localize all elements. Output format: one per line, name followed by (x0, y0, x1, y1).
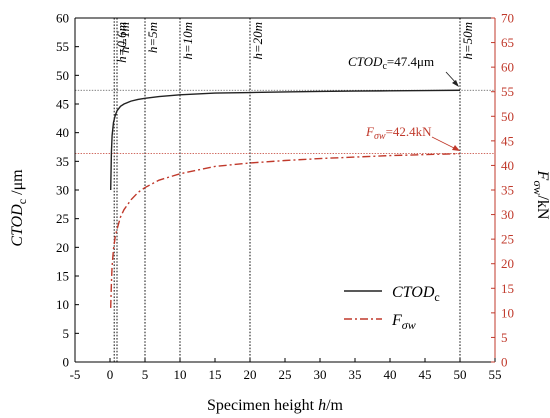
x-tick-label: 5 (142, 367, 149, 382)
vertical-marker-label: h=0.6m (114, 22, 129, 63)
series-ctod-line (110, 89, 461, 191)
y-right-axis-title: Fσw/kN (531, 170, 550, 220)
y-left-tick-label: 30 (56, 183, 69, 198)
x-tick-label: 20 (244, 367, 257, 382)
y-left-tick-label: 5 (63, 326, 70, 341)
y-right-axis-title-unit: /kN (534, 195, 550, 219)
legend-label-ctod-sub: c (434, 290, 439, 304)
x-tick-label: 15 (209, 367, 222, 382)
annotation-force-text: Fσw=42.4kN (365, 124, 432, 142)
axes: -5 0 5 10 15 20 25 30 35 40 45 50 550510152025303540… (56, 11, 514, 383)
y-left-tick-label: 20 (56, 240, 69, 255)
y-right-tick-label: 45 (501, 133, 514, 148)
x-tick-label: -5 (70, 367, 81, 382)
y-right-tick-label: 20 (501, 256, 514, 271)
annotation-force-sub: σw (374, 131, 386, 142)
y-right-tick-label: 65 (501, 35, 514, 50)
annotation-force-value: =42.4kN (386, 124, 433, 139)
x-tick-label: 0 (107, 367, 114, 382)
y-left-tick-label: 10 (56, 297, 69, 312)
vertical-marker-label: h=5m (145, 22, 160, 53)
legend-label-force-var: F (391, 312, 402, 329)
y-right-tick-label: 5 (501, 330, 508, 345)
legend-label-force: Fσw (391, 312, 416, 332)
y-right-tick-label: 15 (501, 281, 514, 296)
x-tick-label: 40 (384, 367, 397, 382)
annotation-force-var: F (365, 124, 375, 139)
y-left-tick-label: 40 (56, 125, 69, 140)
legend-label-force-sub: σw (402, 318, 416, 332)
legend-label-ctod-var: CTOD (392, 284, 435, 301)
y-left-tick-label: 15 (56, 269, 69, 284)
x-tick-label: 10 (174, 367, 187, 382)
vertical-marker-label: h=10m (180, 22, 195, 60)
y-left-tick-label: 50 (56, 68, 69, 83)
annotation-ctod-value: =47.4μm (387, 54, 434, 69)
annotation-force-arrowhead (452, 145, 460, 151)
x-tick-label: 55 (489, 367, 502, 382)
annotation-force: Fσw=42.4kN (365, 124, 460, 151)
annotation-ctod-text: CTODc=47.4μm (348, 54, 434, 72)
x-axis-title: Specimen height h/m (207, 397, 344, 414)
y-left-tick-label: 0 (63, 355, 70, 370)
y-right-axis-title-var: F (534, 170, 550, 181)
y-left-axis-title-unit: /μm (9, 169, 26, 199)
y-left-axis-title-var: CTOD (9, 204, 26, 247)
x-tick-label: 45 (419, 367, 432, 382)
y-right-tick-label: 40 (501, 158, 514, 173)
x-axis-title-main: Specimen height (207, 397, 318, 414)
vertical-marker-label: h=20m (250, 22, 265, 60)
y-left-tick-label: 45 (56, 97, 69, 112)
legend: CTODc Fσw (344, 284, 440, 332)
x-tick-label: 35 (349, 367, 362, 382)
y-right-tick-label: 55 (501, 84, 514, 99)
y-right-tick-label: 35 (501, 183, 514, 198)
annotation-ctod-arrowhead (452, 80, 459, 87)
y-right-tick-label: 30 (501, 207, 514, 222)
vertical-markers: h=0.6mh=1m h=5m h=10m h=20m h=50m (113, 18, 475, 362)
annotation-ctod-var: CTOD (348, 54, 383, 69)
x-tick-label: 50 (454, 367, 467, 382)
y-right-tick-label: 50 (501, 109, 514, 124)
y-right-tick-label: 0 (501, 355, 508, 370)
y-right-axis-title-sub: σw (531, 180, 545, 195)
series-force-line (110, 152, 461, 308)
y-left-tick-label: 25 (56, 211, 69, 226)
vertical-marker-label: h=50m (460, 22, 475, 60)
vertical-marker-label: h=1m (117, 22, 132, 53)
y-left-tick-label: 60 (56, 11, 69, 26)
y-left-tick-label: 35 (56, 154, 69, 169)
x-axis-title-unit: /m (326, 397, 343, 414)
annotation-ctod: CTODc=47.4μm (348, 54, 459, 87)
annotation-ctod-sub: c (382, 61, 387, 72)
y-right-tick-label: 70 (501, 11, 514, 26)
y-right-tick-label: 10 (501, 305, 514, 320)
y-right-tick-label: 60 (501, 60, 514, 75)
series-lines (110, 89, 461, 308)
annotation-force-arrow-shaft (431, 136, 457, 150)
legend-label-ctod: CTODc (392, 284, 440, 304)
y-left-axis-title-sub: c (15, 199, 29, 204)
x-axis-title-var: h (318, 397, 326, 414)
x-tick-label: 25 (279, 367, 292, 382)
y-right-tick-label: 25 (501, 232, 514, 247)
y-left-axis-title: CTODc /μm (9, 169, 29, 247)
x-tick-label: 30 (314, 367, 327, 382)
y-left-tick-label: 55 (56, 39, 69, 54)
